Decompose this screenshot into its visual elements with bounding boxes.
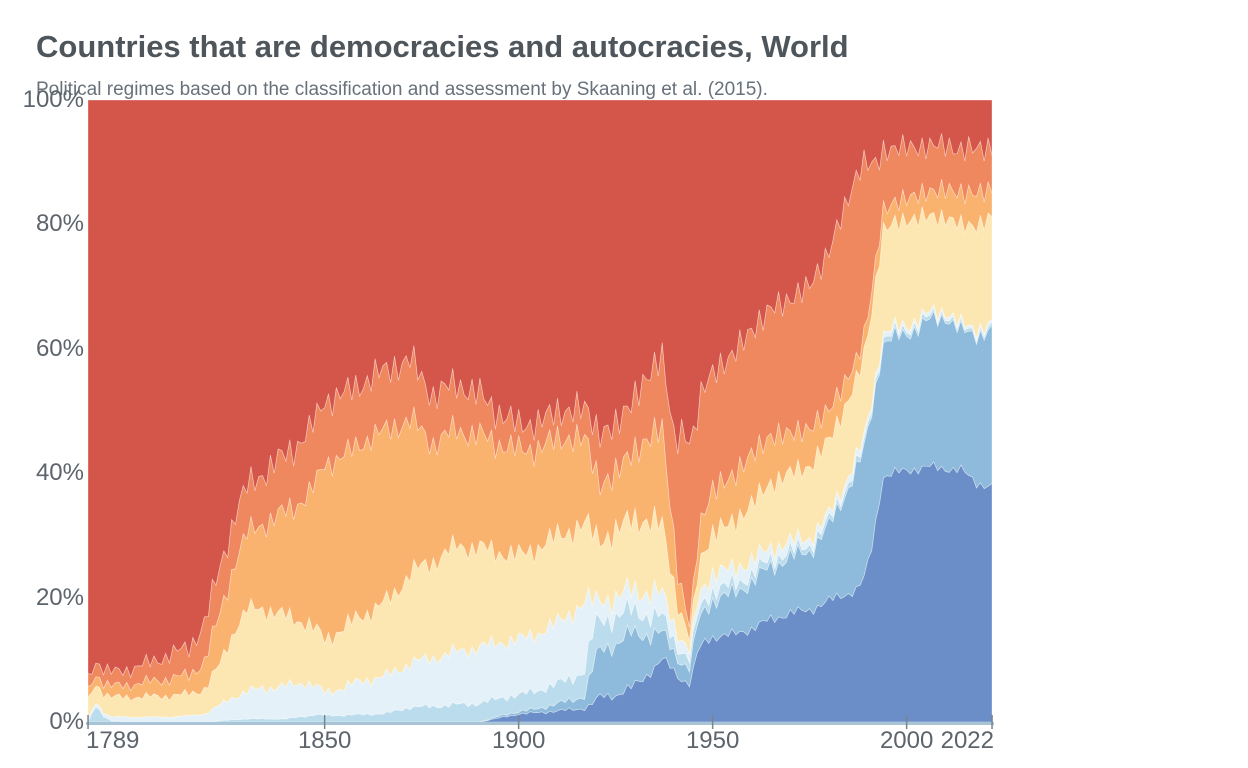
x-axis-tick-label: 1850: [297, 727, 352, 754]
y-axis-tick-label: 20%: [35, 583, 84, 611]
x-axis-tick-label: 2022: [940, 727, 994, 754]
x-axis-tick-label: 2000: [879, 727, 934, 754]
y-axis-tick-label: 40%: [35, 459, 84, 487]
chart-title: Countries that are democracies and autoc…: [36, 28, 849, 64]
y-axis-tick-label: 60%: [35, 334, 84, 362]
x-axis-tick: [711, 715, 714, 729]
x-axis-tick: [991, 715, 993, 729]
chart-subtitle: Political regimes based on the classific…: [36, 79, 768, 100]
area-non-electoral-autocracies[interactable]: [87, 99, 993, 679]
x-axis-tick-label: 1900: [491, 727, 546, 754]
x-axis-tick: [87, 715, 89, 729]
x-axis-tick-label: 1950: [685, 727, 740, 754]
x-axis-tick: [323, 715, 326, 729]
x-axis-tick-label: 1789: [86, 727, 140, 754]
x-axis-tick: [905, 715, 908, 729]
x-axis-tick: [517, 715, 520, 729]
y-axis-tick-label: 100%: [22, 86, 84, 113]
y-axis-tick-label: 0%: [49, 708, 84, 735]
y-axis-tick-label: 80%: [35, 210, 84, 238]
x-axis-line: [86, 722, 994, 725]
